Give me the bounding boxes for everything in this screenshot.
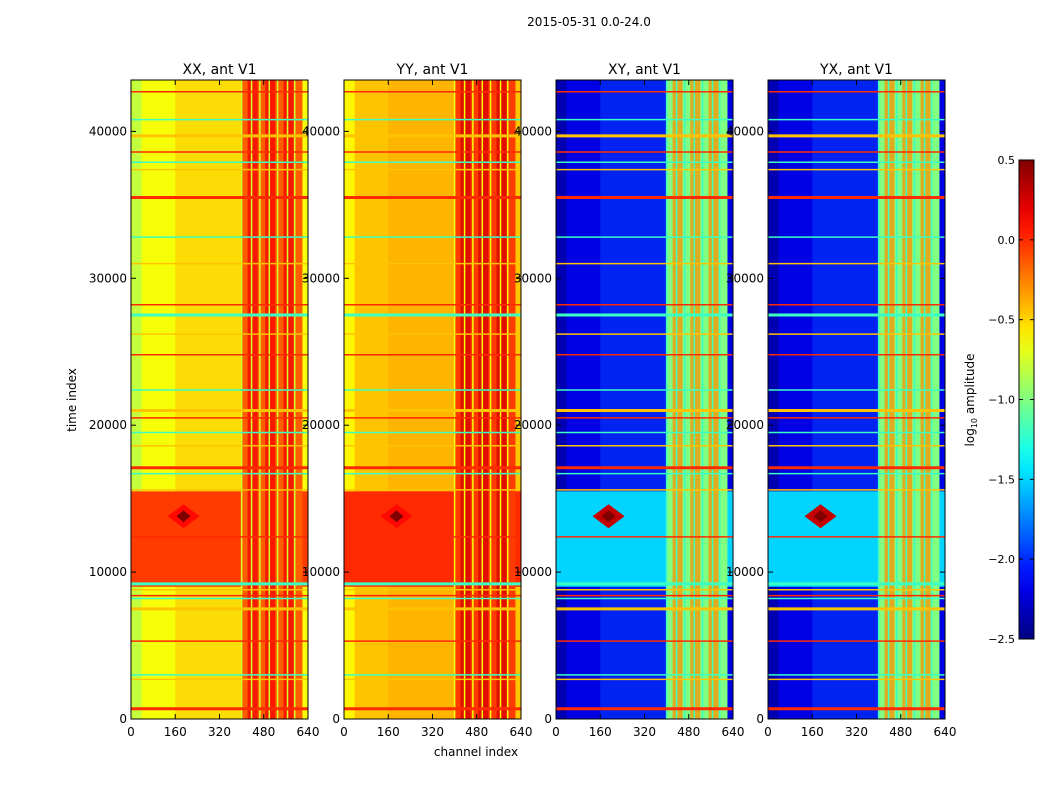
y-tick-label: 40000 (726, 124, 764, 138)
x-tick-label: 0 (340, 725, 348, 739)
panel-title: XX, ant V1 (183, 62, 257, 78)
x-tick-label: 480 (465, 725, 488, 739)
x-tick-label: 160 (589, 725, 612, 739)
x-tick-label: 0 (127, 725, 135, 739)
y-tick-label: 20000 (726, 418, 764, 432)
y-tick-label: 40000 (89, 124, 127, 138)
x-tick-label: 320 (633, 725, 656, 739)
heatmap-image (131, 80, 308, 719)
heatmap-image (768, 80, 945, 719)
colorbar-tick-label: 0.0 (998, 234, 1016, 247)
y-tick-label: 0 (119, 712, 127, 726)
colorbar-tick-label: −1.5 (988, 473, 1015, 486)
panel-title: XY, ant V1 (608, 62, 681, 78)
colorbar-tick-label: 0.5 (998, 154, 1016, 167)
y-tick-label: 30000 (302, 271, 340, 285)
colorbar: 0.5 0.0 −0.5 −1.0 −1.5 −2.0 −2.5 log10 amplitud… (963, 154, 1035, 646)
y-tick-label: 30000 (514, 271, 552, 285)
x-tick-label: 160 (801, 725, 824, 739)
x-tick-label: 640 (934, 725, 957, 739)
y-tick-label: 40000 (302, 124, 340, 138)
y-tick-label: 10000 (302, 565, 340, 579)
colorbar-label: log10 amplitude (963, 354, 979, 447)
x-tick-label: 320 (421, 725, 444, 739)
heatmap-image (344, 80, 521, 719)
y-tick-label: 30000 (726, 271, 764, 285)
panel-title: YY, ant V1 (396, 62, 469, 78)
x-axis-label: channel index (434, 745, 518, 759)
y-tick-label: 20000 (514, 418, 552, 432)
heatmap-panel: YX, ant V1 0 160 320 480 640 0 10000 20000 30000 4… (726, 62, 957, 739)
x-tick-label: 480 (252, 725, 275, 739)
colorbar-tick-label: −1.0 (988, 394, 1015, 407)
x-tick-label: 160 (377, 725, 400, 739)
y-tick-label: 0 (332, 712, 340, 726)
y-axis-label: time index (65, 368, 79, 432)
y-tick-label: 40000 (514, 124, 552, 138)
heatmap-image (556, 80, 733, 719)
y-tick-label: 10000 (726, 565, 764, 579)
x-tick-label: 320 (845, 725, 868, 739)
y-tick-label: 0 (544, 712, 552, 726)
y-tick-label: 20000 (302, 418, 340, 432)
figure-suptitle: 2015-05-31 0.0-24.0 (527, 15, 651, 29)
x-tick-label: 640 (722, 725, 745, 739)
x-tick-label: 0 (764, 725, 772, 739)
heatmap-panel: XY, ant V1 0 160 320 480 640 0 10000 20000 30000 4… (514, 62, 745, 739)
x-tick-label: 640 (297, 725, 320, 739)
y-tick-label: 0 (756, 712, 764, 726)
y-tick-label: 10000 (89, 565, 127, 579)
heatmap-panels: XX, ant V1 0 160 320 480 640 0 10000 20000 30000 4… (89, 62, 957, 739)
x-tick-label: 640 (510, 725, 533, 739)
x-tick-label: 480 (677, 725, 700, 739)
colorbar-tick-label: −0.5 (988, 314, 1015, 327)
x-tick-label: 480 (889, 725, 912, 739)
x-tick-label: 320 (208, 725, 231, 739)
y-tick-label: 10000 (514, 565, 552, 579)
colorbar-tick-label: −2.0 (988, 553, 1015, 566)
x-tick-label: 160 (164, 725, 187, 739)
x-tick-label: 0 (552, 725, 560, 739)
y-tick-label: 20000 (89, 418, 127, 432)
y-tick-label: 30000 (89, 271, 127, 285)
panel-title: YX, ant V1 (819, 62, 893, 78)
colorbar-tick-label: −2.5 (988, 633, 1015, 646)
heatmap-panel: XX, ant V1 0 160 320 480 640 0 10000 20000 30000 4… (89, 62, 320, 739)
heatmap-panel: YY, ant V1 0 160 320 480 640 0 10000 20000 30000 4… (302, 62, 533, 739)
